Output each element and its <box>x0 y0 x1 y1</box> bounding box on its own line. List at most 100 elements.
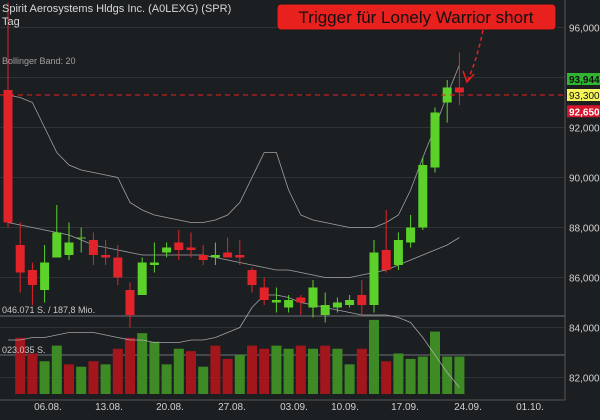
volume-max-label: 046.071 S. / 187,8 Mio. <box>2 305 95 315</box>
volume-bar <box>344 364 355 394</box>
bollinger-lower <box>8 294 460 388</box>
candle-body <box>332 302 342 308</box>
candle-body <box>27 270 37 285</box>
svg-text:93,300: 93,300 <box>569 91 600 102</box>
bollinger-middle <box>7 222 460 278</box>
x-axis: 06.08. 13.08. 20.08. 27.08. 03.09. 10.09. 17.0… <box>34 402 544 413</box>
volume-bar <box>430 331 440 394</box>
candle-body <box>381 250 391 270</box>
x-tick-label: 20.08. <box>156 402 184 413</box>
volume-bar <box>247 345 257 394</box>
volume-bar <box>173 348 184 394</box>
annotation-text: Trigger für Lonely Warrior short <box>299 8 534 27</box>
candle-body <box>406 227 416 243</box>
volume-bar <box>369 319 379 394</box>
candle-body <box>125 290 135 315</box>
y-tick-label: 88,000 <box>569 224 600 235</box>
candle-body <box>223 252 233 258</box>
bollinger-bands <box>7 64 460 388</box>
candle-body <box>259 287 269 300</box>
volume-bar <box>234 355 245 394</box>
x-tick-label: 24.09. <box>454 402 482 413</box>
volume-bar <box>198 366 209 394</box>
volume-bar <box>381 361 392 394</box>
candle-body <box>88 240 98 255</box>
volume-bar <box>283 348 294 394</box>
volume-bar <box>149 341 160 394</box>
volume-bar <box>454 356 465 394</box>
candle-body <box>15 245 25 273</box>
candle-body <box>308 287 318 308</box>
candle-body <box>454 87 464 93</box>
x-tick-label: 10.09. <box>331 402 359 413</box>
svg-text:93,944: 93,944 <box>569 75 600 86</box>
volume-bar <box>15 337 26 394</box>
volume-bar <box>393 353 404 394</box>
volume-bars <box>15 319 465 394</box>
future-area <box>440 0 565 400</box>
y-tick-label: 90,000 <box>569 174 600 185</box>
candle-body <box>186 247 196 250</box>
volume-bar <box>64 364 74 394</box>
volume-bar <box>259 348 270 394</box>
x-tick-label: 17.09. <box>391 402 419 413</box>
candle-body <box>345 300 355 305</box>
volume-bar <box>88 361 99 394</box>
candle-body <box>284 300 294 308</box>
trigger-price-label: 93,300 <box>567 89 600 102</box>
last-price-label: 93,944 <box>567 73 600 86</box>
candle-body <box>174 242 184 250</box>
candle-body <box>52 232 62 258</box>
volume-bar <box>27 353 38 394</box>
candle-body <box>296 297 306 303</box>
chart-title: Spirit Aerosystems Hldgs Inc. (A0LEXG) (… <box>2 3 231 15</box>
candle-body <box>3 90 13 223</box>
volume-bar <box>125 337 135 394</box>
x-tick-label: 06.08. <box>34 402 62 413</box>
svg-text:92,650: 92,650 <box>569 107 600 118</box>
volume-bar <box>76 366 87 394</box>
y-tick-label: 96,000 <box>569 24 600 35</box>
y-tick-label: 92,000 <box>569 124 600 135</box>
annotation-box <box>276 3 557 31</box>
low-price-label: 92,650 <box>567 105 600 118</box>
candle-body <box>149 262 159 265</box>
candle-body <box>247 270 257 285</box>
period-label: Tag <box>2 16 20 28</box>
volume-bar <box>442 356 453 394</box>
x-tick-label: 13.08. <box>95 402 123 413</box>
candle-body <box>393 240 403 265</box>
volume-bar <box>271 345 282 394</box>
x-tick-label: 27.08. <box>218 402 246 413</box>
candle-body <box>418 165 428 228</box>
candle-body <box>162 247 172 253</box>
volume-bar <box>161 364 172 394</box>
volume-mid-label: 023.035 S. <box>2 345 46 355</box>
volume-bar <box>320 345 331 394</box>
candle-body <box>430 112 440 168</box>
candle-body <box>442 87 452 103</box>
volume-bar <box>356 348 367 394</box>
candle-body <box>76 237 86 239</box>
x-tick-label: 01.10. <box>516 402 544 413</box>
candle-body <box>137 262 147 295</box>
y-tick-label: 86,000 <box>569 274 600 285</box>
volume-bar <box>332 348 343 394</box>
volume-bar <box>308 348 318 394</box>
volume-bar <box>39 361 50 394</box>
candle-body <box>235 255 245 258</box>
indicator-label: Bollinger Band: 20 <box>2 56 76 66</box>
volume-bar <box>222 358 233 394</box>
candlesticks <box>3 2 464 328</box>
volume-bar <box>295 345 306 394</box>
volume-bar <box>405 358 416 394</box>
y-tick-label: 82,000 <box>569 374 600 385</box>
volume-bar <box>100 364 111 394</box>
volume-bar <box>137 333 148 394</box>
volume-bar <box>112 348 123 394</box>
candle-body <box>210 255 220 258</box>
volume-bar <box>210 345 221 394</box>
candle-body <box>101 255 111 258</box>
volume-bar <box>51 345 62 394</box>
